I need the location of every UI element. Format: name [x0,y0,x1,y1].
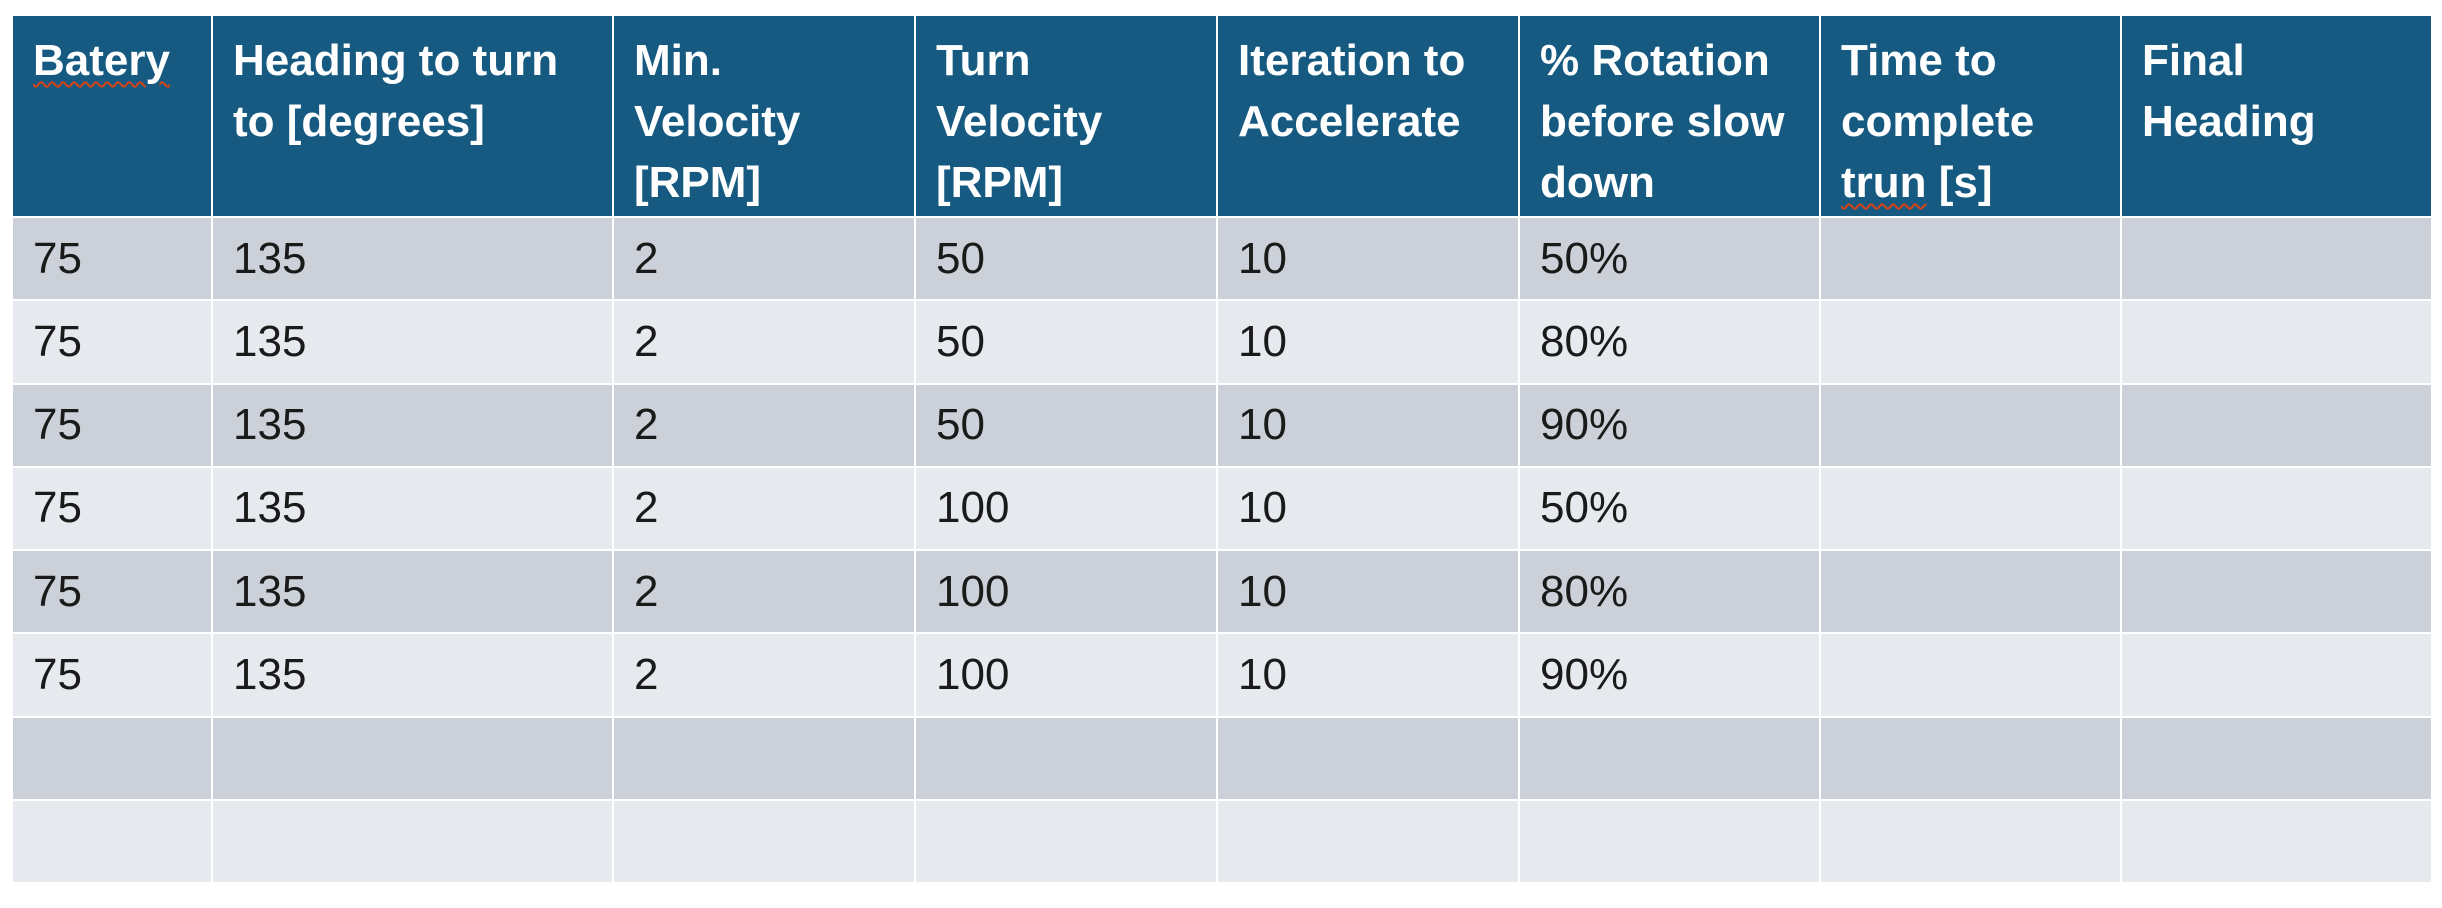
table-cell-min-velocity[interactable]: 2 [612,299,916,385]
table-cell-min-velocity[interactable] [612,798,916,885]
table-cell-final-heading[interactable] [2120,215,2433,302]
header-cell-min-velocity[interactable]: Min. Velocity [RPM] [612,14,916,218]
table-cell-turn-velocity[interactable] [914,798,1218,885]
table-cell-final-heading[interactable] [2120,382,2433,468]
table-cell-final-heading[interactable] [2120,798,2433,885]
header-cell-battery[interactable]: Batery [11,14,213,218]
table-cell-heading-to-turn-to[interactable]: 135 [211,548,614,635]
table-cell-turn-velocity[interactable]: 50 [914,215,1218,302]
table-cell-time-to-complete-turn[interactable] [1819,548,2122,635]
data-table: Batery Heading to turn to [degrees] Min.… [11,14,2433,885]
table-cell-iteration-to-accelerate[interactable]: 10 [1216,382,1520,468]
table-cell-iteration-to-accelerate[interactable]: 10 [1216,465,1520,552]
table-cell-final-heading[interactable] [2120,548,2433,635]
table-cell-rotation-before-slow-down[interactable]: 80% [1518,299,1821,385]
table-body: 75 135 2 50 10 50% 75 135 2 50 10 80% 75 135 2 50 10 90% 7… [11,215,2433,885]
table-cell-battery[interactable]: 75 [11,465,213,552]
table-row [11,798,2433,885]
table-row: 75 135 2 100 10 50% [11,465,2433,552]
header-cell-iteration-to-accelerate[interactable]: Iteration to Accelerate [1216,14,1520,218]
header-cell-rotation-before-slow-down[interactable]: % Rotation before slow down [1518,14,1821,218]
header-cell-turn-velocity[interactable]: Turn Velocity [RPM] [914,14,1218,218]
table-cell-final-heading[interactable] [2120,299,2433,385]
table-cell-heading-to-turn-to[interactable] [211,798,614,885]
table-cell-time-to-complete-turn[interactable] [1819,632,2122,718]
table-cell-rotation-before-slow-down[interactable]: 80% [1518,548,1821,635]
table-row: 75 135 2 50 10 50% [11,215,2433,302]
table-cell-iteration-to-accelerate[interactable] [1216,715,1520,801]
table-cell-time-to-complete-turn[interactable] [1819,715,2122,801]
table-cell-rotation-before-slow-down[interactable]: 50% [1518,215,1821,302]
table-cell-heading-to-turn-to[interactable]: 135 [211,299,614,385]
table-cell-final-heading[interactable] [2120,632,2433,718]
table-cell-min-velocity[interactable]: 2 [612,465,916,552]
table-cell-min-velocity[interactable]: 2 [612,215,916,302]
table-cell-battery[interactable] [11,798,213,885]
table-cell-time-to-complete-turn[interactable] [1819,465,2122,552]
table-cell-rotation-before-slow-down[interactable]: 90% [1518,632,1821,718]
table-cell-turn-velocity[interactable]: 100 [914,465,1218,552]
table-cell-min-velocity[interactable]: 2 [612,548,916,635]
header-row: Batery Heading to turn to [degrees] Min.… [11,14,2433,218]
table-cell-rotation-before-slow-down[interactable] [1518,798,1821,885]
table-cell-final-heading[interactable] [2120,465,2433,552]
table-cell-turn-velocity[interactable] [914,715,1218,801]
table-cell-iteration-to-accelerate[interactable]: 10 [1216,548,1520,635]
table-cell-battery[interactable]: 75 [11,382,213,468]
table-cell-heading-to-turn-to[interactable] [211,715,614,801]
table-cell-rotation-before-slow-down[interactable]: 50% [1518,465,1821,552]
table-cell-iteration-to-accelerate[interactable]: 10 [1216,632,1520,718]
header-cell-heading-to-turn-to[interactable]: Heading to turn to [degrees] [211,14,614,218]
table-cell-min-velocity[interactable]: 2 [612,382,916,468]
table-cell-turn-velocity[interactable]: 100 [914,548,1218,635]
table-cell-heading-to-turn-to[interactable]: 135 [211,382,614,468]
table-cell-battery[interactable]: 75 [11,299,213,385]
table-cell-min-velocity[interactable]: 2 [612,632,916,718]
spellcheck-underlined-word: trun [1841,158,1927,207]
table-cell-time-to-complete-turn[interactable] [1819,215,2122,302]
table-cell-iteration-to-accelerate[interactable] [1216,798,1520,885]
table-row: 75 135 2 100 10 90% [11,632,2433,718]
table-cell-heading-to-turn-to[interactable]: 135 [211,632,614,718]
header-text: [s] [1926,158,1993,207]
table-cell-battery[interactable]: 75 [11,215,213,302]
table-row: 75 135 2 50 10 80% [11,299,2433,385]
header-cell-final-heading[interactable]: Final Heading [2120,14,2433,218]
spellcheck-underlined-word: Batery [33,36,170,85]
table-row: 75 135 2 50 10 90% [11,382,2433,468]
table-cell-time-to-complete-turn[interactable] [1819,798,2122,885]
table-cell-time-to-complete-turn[interactable] [1819,299,2122,385]
table-cell-min-velocity[interactable] [612,715,916,801]
table-cell-heading-to-turn-to[interactable]: 135 [211,215,614,302]
header-cell-time-to-complete-turn[interactable]: Time to complete trun [s] [1819,14,2122,218]
table-cell-battery[interactable]: 75 [11,632,213,718]
table-row [11,715,2433,801]
table-cell-iteration-to-accelerate[interactable]: 10 [1216,215,1520,302]
table-header: Batery Heading to turn to [degrees] Min.… [11,14,2433,218]
table-cell-battery[interactable] [11,715,213,801]
table-cell-rotation-before-slow-down[interactable]: 90% [1518,382,1821,468]
table-cell-iteration-to-accelerate[interactable]: 10 [1216,299,1520,385]
table-cell-rotation-before-slow-down[interactable] [1518,715,1821,801]
table-cell-battery[interactable]: 75 [11,548,213,635]
table-cell-turn-velocity[interactable]: 50 [914,299,1218,385]
table-cell-heading-to-turn-to[interactable]: 135 [211,465,614,552]
table-cell-turn-velocity[interactable]: 100 [914,632,1218,718]
data-table-container: Batery Heading to turn to [degrees] Min.… [11,14,2433,885]
table-cell-final-heading[interactable] [2120,715,2433,801]
table-row: 75 135 2 100 10 80% [11,548,2433,635]
table-cell-turn-velocity[interactable]: 50 [914,382,1218,468]
table-cell-time-to-complete-turn[interactable] [1819,382,2122,468]
header-text: Time to complete [1841,36,2035,146]
